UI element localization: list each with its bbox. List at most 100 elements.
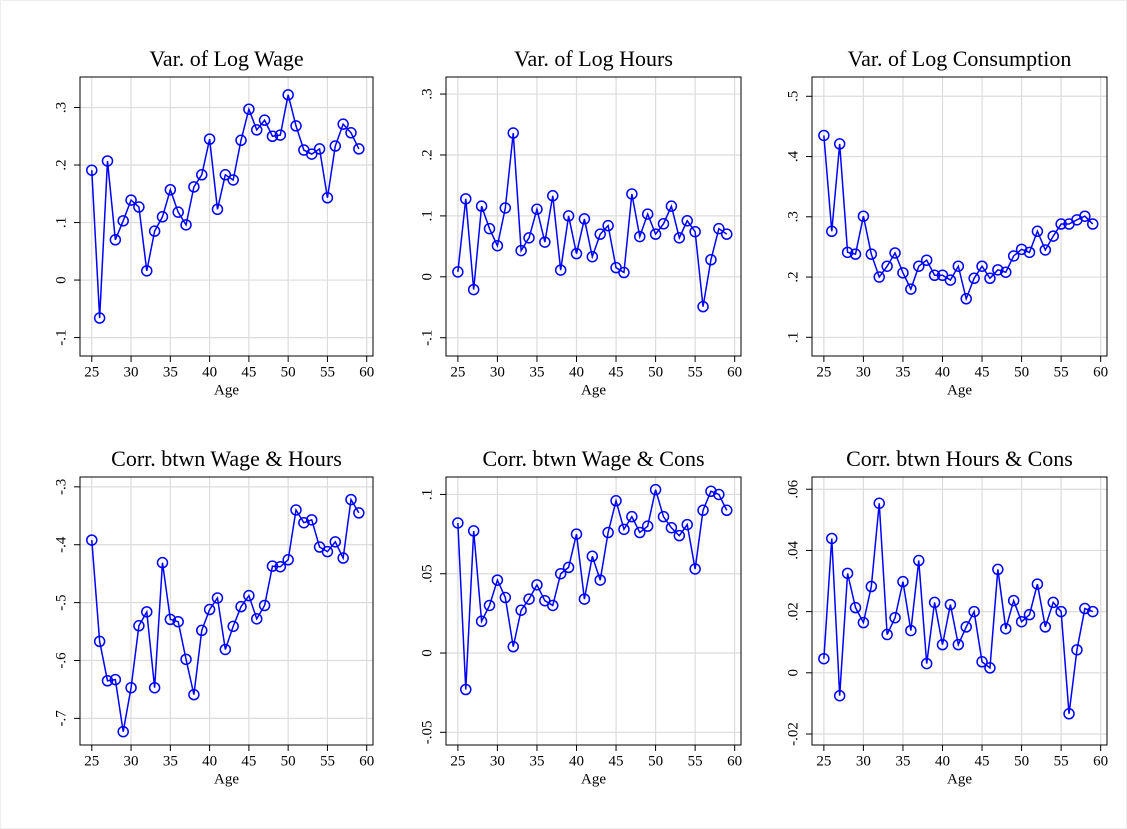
data-point — [250, 613, 263, 625]
x-tick-label: 60 — [359, 364, 374, 380]
y-tick-label: -.6 — [53, 652, 69, 669]
data-point — [554, 264, 567, 276]
data-point — [1031, 578, 1044, 590]
x-tick-label: 25 — [84, 753, 99, 769]
data-point — [282, 554, 294, 566]
data-point — [141, 606, 153, 618]
data-point — [610, 495, 622, 507]
data-point — [235, 134, 247, 147]
data-point — [305, 514, 318, 526]
data-point — [721, 228, 733, 240]
data-point — [705, 254, 717, 266]
y-tick-label: -.5 — [53, 594, 69, 610]
chart-title: Corr. btwn Wage & Hours — [111, 446, 342, 471]
data-point — [1071, 644, 1083, 656]
data-point — [952, 638, 965, 651]
chart-title: Var. of Log Hours — [514, 46, 673, 71]
data-point — [697, 504, 709, 517]
x-tick-label: 40 — [202, 753, 217, 769]
data-point — [1015, 615, 1028, 628]
data-point — [235, 600, 247, 613]
data-point — [826, 225, 838, 238]
data-point — [109, 234, 122, 246]
data-point — [952, 260, 965, 272]
data-point — [164, 613, 177, 626]
data-point — [101, 674, 114, 687]
data-point — [649, 483, 662, 496]
x-tick-label: 45 — [609, 753, 624, 769]
data-point — [689, 563, 701, 575]
data-point — [531, 579, 543, 591]
x-tick-label: 50 — [1014, 753, 1029, 769]
data-point — [337, 118, 349, 130]
data-point — [133, 201, 145, 213]
data-point — [721, 504, 733, 517]
data-point — [881, 260, 893, 272]
data-point — [913, 260, 925, 272]
data-point — [1087, 605, 1099, 618]
x-tick-label: 40 — [935, 753, 950, 769]
data-point — [665, 200, 678, 212]
data-point — [1007, 250, 1020, 262]
x-tick-label: 30 — [124, 364, 139, 380]
data-point — [570, 528, 583, 540]
data-point — [681, 215, 693, 227]
y-tick-label: 0 — [53, 276, 69, 284]
data-point — [826, 532, 838, 545]
data-point — [156, 211, 169, 223]
data-point — [523, 593, 535, 605]
data-point — [475, 200, 488, 212]
data-point — [944, 598, 957, 611]
data-point — [833, 138, 846, 150]
y-tick-label: .06 — [785, 479, 801, 498]
data-point — [1015, 243, 1028, 256]
data-point — [657, 218, 670, 230]
y-tick-label: .2 — [419, 149, 435, 160]
x-tick-label: 35 — [163, 753, 178, 769]
x-tick-label: 30 — [490, 753, 505, 769]
data-point — [618, 523, 630, 536]
data-point — [602, 526, 614, 539]
chart-title: Var. of Log Wage — [149, 46, 303, 71]
data-point — [86, 534, 98, 546]
data-point — [227, 174, 239, 186]
data-point — [1023, 608, 1036, 621]
y-tick-label: .2 — [785, 271, 801, 282]
data-point — [258, 114, 271, 126]
data-point — [849, 248, 862, 260]
x-tick-label: 40 — [202, 364, 217, 380]
data-point — [865, 248, 878, 260]
data-point — [689, 225, 701, 238]
data-point — [274, 129, 287, 141]
x-tick-label: 45 — [975, 753, 990, 769]
data-point — [873, 271, 885, 283]
x-tick-label: 45 — [241, 364, 256, 380]
x-tick-label: 35 — [895, 364, 910, 380]
data-point — [93, 312, 106, 324]
data-point — [586, 250, 599, 263]
data-point — [1039, 244, 1052, 256]
data-point — [164, 184, 177, 196]
data-point — [960, 293, 972, 305]
y-tick-label: .1 — [53, 217, 69, 228]
data-point — [109, 673, 122, 686]
y-tick-label: -.4 — [53, 536, 69, 553]
data-point — [156, 556, 169, 569]
data-point — [483, 222, 496, 235]
x-tick-label: 40 — [935, 364, 950, 380]
data-point — [889, 611, 901, 624]
data-point — [180, 219, 192, 231]
y-tick-label: -.05 — [419, 720, 435, 744]
data-point — [905, 624, 917, 637]
y-tick-label: .1 — [419, 210, 435, 221]
y-tick-label: .3 — [419, 88, 435, 99]
data-point — [984, 662, 996, 674]
data-point — [547, 599, 559, 612]
data-point — [1087, 218, 1099, 230]
y-tick-label: .3 — [53, 102, 69, 113]
data-point — [578, 593, 591, 605]
data-point — [1063, 708, 1075, 720]
data-point — [243, 589, 255, 602]
x-axis-label: Age — [581, 771, 606, 787]
